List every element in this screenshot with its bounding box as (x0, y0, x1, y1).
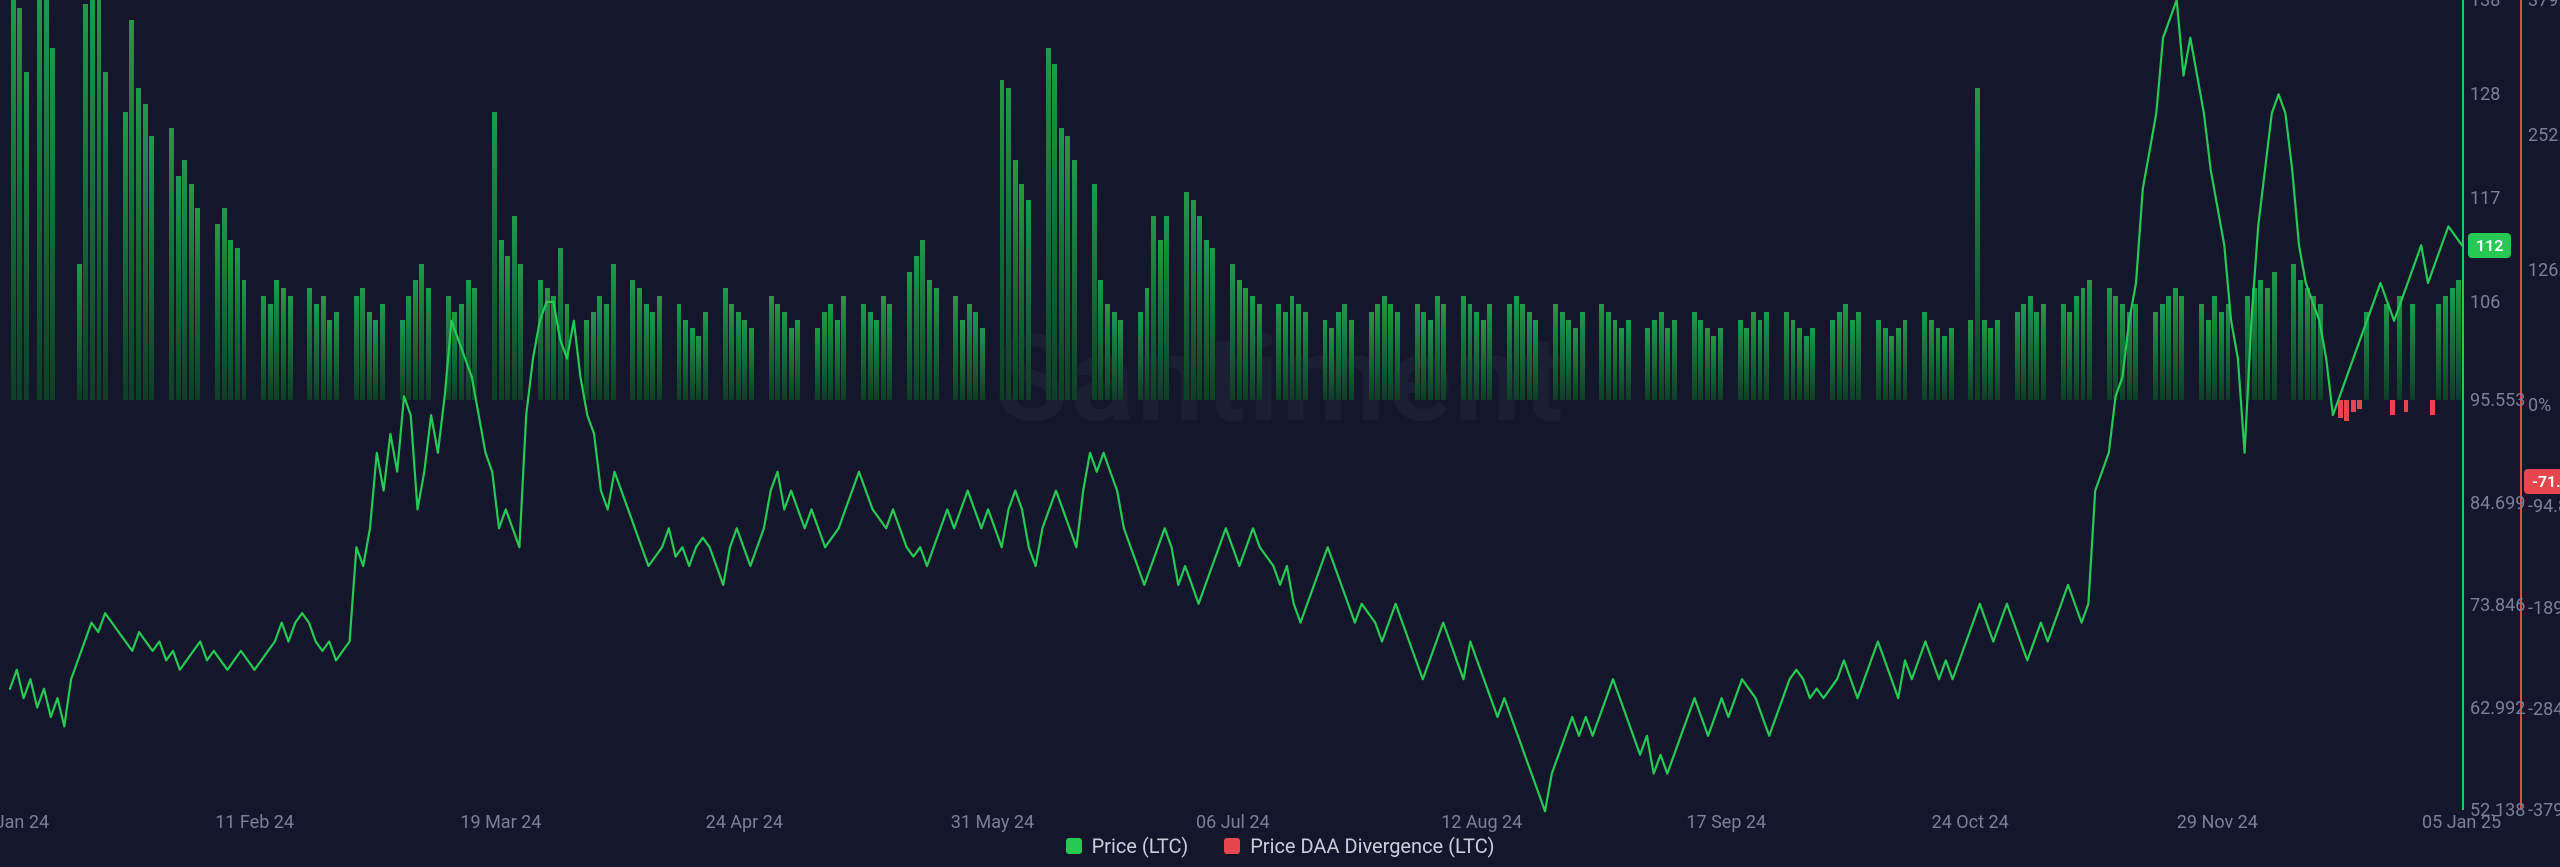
x-date-tick: 29 Nov 24 (2177, 812, 2258, 833)
chart-container[interactable]: Santiment 13812811711210695.55384.69973.… (0, 0, 2560, 867)
x-date-tick: 05 Jan 25 (2422, 812, 2501, 833)
x-date-tick: 06 Jan 24 (0, 812, 49, 833)
legend-item[interactable]: Price (LTC) (1066, 834, 1189, 858)
y-price-tick: 62.992 (2470, 698, 2525, 719)
y-pct-tick: 379.28% (2528, 0, 2560, 11)
y-pct-tick: -189.64% (2528, 598, 2560, 619)
price-line-path (10, 0, 2462, 811)
y-pct-tick: 0% (2528, 395, 2551, 416)
x-date-tick: 19 Mar 24 (460, 812, 541, 833)
legend-swatch (1066, 838, 1082, 854)
x-date-tick: 12 Aug 24 (1441, 812, 1522, 833)
price-line-chart (0, 0, 2560, 867)
y-price-tick: 73.846 (2470, 595, 2525, 616)
legend-label: Price (LTC) (1092, 834, 1189, 858)
y-price-tick: 117 (2470, 188, 2500, 209)
current-price-badge: 112 (2468, 233, 2511, 258)
x-date-tick: 06 Jul 24 (1196, 812, 1270, 833)
y-pct-tick: -94.82% (2528, 496, 2560, 517)
y-price-tick: 95.553 (2470, 390, 2525, 411)
y-price-tick: 128 (2470, 84, 2500, 105)
x-date-tick: 24 Apr 24 (706, 812, 783, 833)
y-pct-tick: -284.46% (2528, 699, 2560, 720)
current-pct-badge: -71.57% (2524, 469, 2560, 494)
x-date-tick: 11 Feb 24 (215, 812, 294, 833)
legend-label: Price DAA Divergence (LTC) (1250, 834, 1494, 858)
y-price-tick: 138 (2470, 0, 2500, 11)
y-price-tick: 84.699 (2470, 493, 2525, 514)
y-price-tick: 106 (2470, 292, 2500, 313)
legend-swatch (1224, 838, 1240, 854)
chart-legend: Price (LTC) Price DAA Divergence (LTC) (0, 834, 2560, 859)
y-pct-tick: 252.85% (2528, 125, 2560, 146)
x-date-tick: 31 May 24 (951, 812, 1034, 833)
y-pct-tick: 126.43% (2528, 260, 2560, 281)
y-pct-tick: -379.28% (2528, 800, 2560, 821)
x-date-tick: 17 Sep 24 (1686, 812, 1766, 833)
x-date-tick: 24 Oct 24 (1932, 812, 2009, 833)
legend-item[interactable]: Price DAA Divergence (LTC) (1224, 834, 1494, 858)
